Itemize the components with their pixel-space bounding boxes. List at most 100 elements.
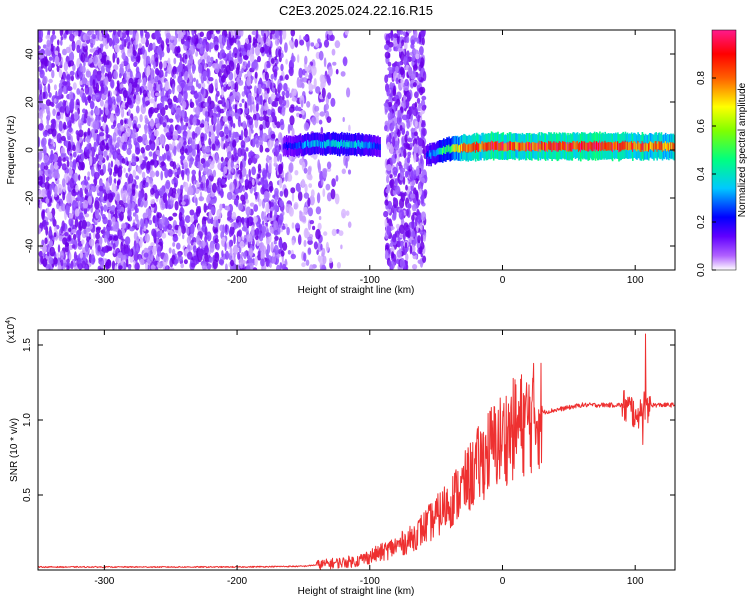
- spectrogram-cell: [200, 137, 205, 146]
- spectrogram-cell: [192, 245, 197, 253]
- spectrogram-cell: [52, 53, 56, 63]
- spectrogram-cell: [248, 168, 251, 178]
- spectrogram-cell: [236, 109, 241, 114]
- spectrogram-cell: [401, 146, 404, 151]
- spectrogram-cell: [171, 248, 176, 256]
- spectrogram-cell: [306, 101, 311, 108]
- spectrogram-cell: [81, 152, 85, 162]
- spectrogram-cell: [223, 166, 228, 173]
- spectrogram-cell: [338, 230, 344, 237]
- spectrogram-cell: [267, 139, 273, 150]
- spectrogram-cell: [240, 108, 243, 114]
- spectrogram-cell: [139, 258, 145, 265]
- spectrogram-cell: [248, 43, 252, 49]
- spectrogram-cell: [326, 161, 332, 170]
- spectrogram-cell: [190, 262, 196, 268]
- spectrogram-cell: [65, 46, 71, 54]
- spectrogram-cell: [254, 235, 259, 241]
- spectrogram-cell: [233, 59, 239, 64]
- spectrogram-cell: [317, 159, 321, 170]
- spectrogram-cell: [312, 225, 316, 231]
- spectrogram-cell: [226, 205, 230, 212]
- spectrogram-cell: [158, 102, 164, 109]
- spectrogram-cell: [237, 229, 243, 237]
- spectrogram-cell: [60, 153, 66, 158]
- spectrogram-cell: [269, 32, 273, 40]
- spectrogram-cell: [186, 236, 191, 245]
- spectrogram-cell: [120, 235, 124, 241]
- spectrogram-cell: [227, 81, 232, 87]
- spectrogram-cell: [63, 121, 67, 130]
- spectrogram-cell: [322, 188, 326, 198]
- spectrogram-cell: [215, 152, 219, 164]
- spectrogram-cell: [270, 202, 274, 207]
- spectrogram-cell: [99, 132, 105, 137]
- spectrogram-cell: [69, 169, 73, 176]
- spectrogram-cell: [165, 132, 171, 138]
- spectrogram-cell: [124, 101, 130, 108]
- spectrogram-cell: [99, 193, 103, 203]
- spectrogram-cell: [172, 65, 177, 75]
- spectrogram-cell: [38, 163, 41, 168]
- spectrogram-cell: [40, 58, 44, 70]
- spectrogram-cell: [407, 203, 412, 209]
- spectrogram-cell: [119, 73, 122, 79]
- spectrogram-cell: [65, 30, 69, 35]
- spectrogram-cell: [83, 137, 86, 143]
- spectrogram-cell: [134, 262, 140, 270]
- spectrogram-cell: [138, 43, 142, 49]
- spectrogram-cell: [66, 261, 70, 266]
- spectrogram-cell: [154, 76, 158, 83]
- spectrogram-cell: [260, 258, 265, 267]
- spectrogram-cell: [419, 188, 422, 196]
- spectrogram-cell: [75, 130, 80, 136]
- spectrogram-cell: [195, 197, 198, 207]
- spectrogram-cell: [59, 60, 62, 66]
- spectrogram-cell: [218, 54, 222, 60]
- spectrogram-cell: [76, 162, 79, 167]
- spectrogram-cell: [113, 90, 117, 95]
- spectrogram-cell: [273, 100, 279, 108]
- spectrogram-cell: [72, 144, 76, 152]
- spectrogram-cell: [303, 36, 308, 41]
- spectrogram-cell: [257, 250, 261, 257]
- spectrogram-cell: [418, 122, 422, 130]
- spectrogram-cell: [235, 197, 239, 208]
- spectrogram-cell: [61, 178, 66, 188]
- spectrogram-cell: [181, 201, 186, 206]
- spectrogram-cell: [216, 105, 220, 113]
- spectrogram-cell: [158, 69, 164, 78]
- spectrogram-cell: [121, 158, 126, 164]
- spectrogram-cell: [54, 50, 59, 56]
- spectrogram-cell: [421, 37, 425, 46]
- spectrogram-cell: [281, 90, 286, 97]
- spectrogram-cell: [154, 189, 160, 199]
- spectrogram-cell: [242, 186, 246, 193]
- spectrogram-cell: [80, 65, 83, 73]
- spectrogram-cell: [228, 31, 231, 41]
- spectrogram-cell: [183, 161, 189, 169]
- spectrogram-cell: [101, 139, 105, 146]
- spectrogram-cell: [106, 34, 110, 43]
- spectrogram-cell: [122, 196, 127, 204]
- spectrogram-cell: [327, 77, 332, 86]
- spectrogram-cell: [420, 211, 427, 221]
- spectrogram-cell: [49, 230, 52, 236]
- spectrogram-cell: [386, 164, 392, 171]
- spectrogram-cell: [187, 243, 191, 250]
- spectrogram-cell: [68, 126, 73, 133]
- spectrogram-cell: [165, 38, 170, 44]
- spectrogram-cell: [134, 243, 141, 254]
- spectrogram-cell: [224, 126, 229, 135]
- spectrogram-cell: [397, 240, 401, 248]
- spectrogram-cell: [75, 30, 79, 35]
- spectrogram-cell: [301, 109, 305, 116]
- spectrogram-cell: [313, 78, 317, 88]
- spectrogram-cell: [237, 118, 242, 128]
- spectrogram-cell: [150, 199, 155, 205]
- spectrogram-cell: [411, 180, 416, 186]
- spectrogram-cell: [291, 192, 295, 202]
- spectrogram-cell: [420, 154, 423, 164]
- spectrogram-cell: [105, 180, 109, 190]
- spectrogram-cell: [220, 188, 224, 199]
